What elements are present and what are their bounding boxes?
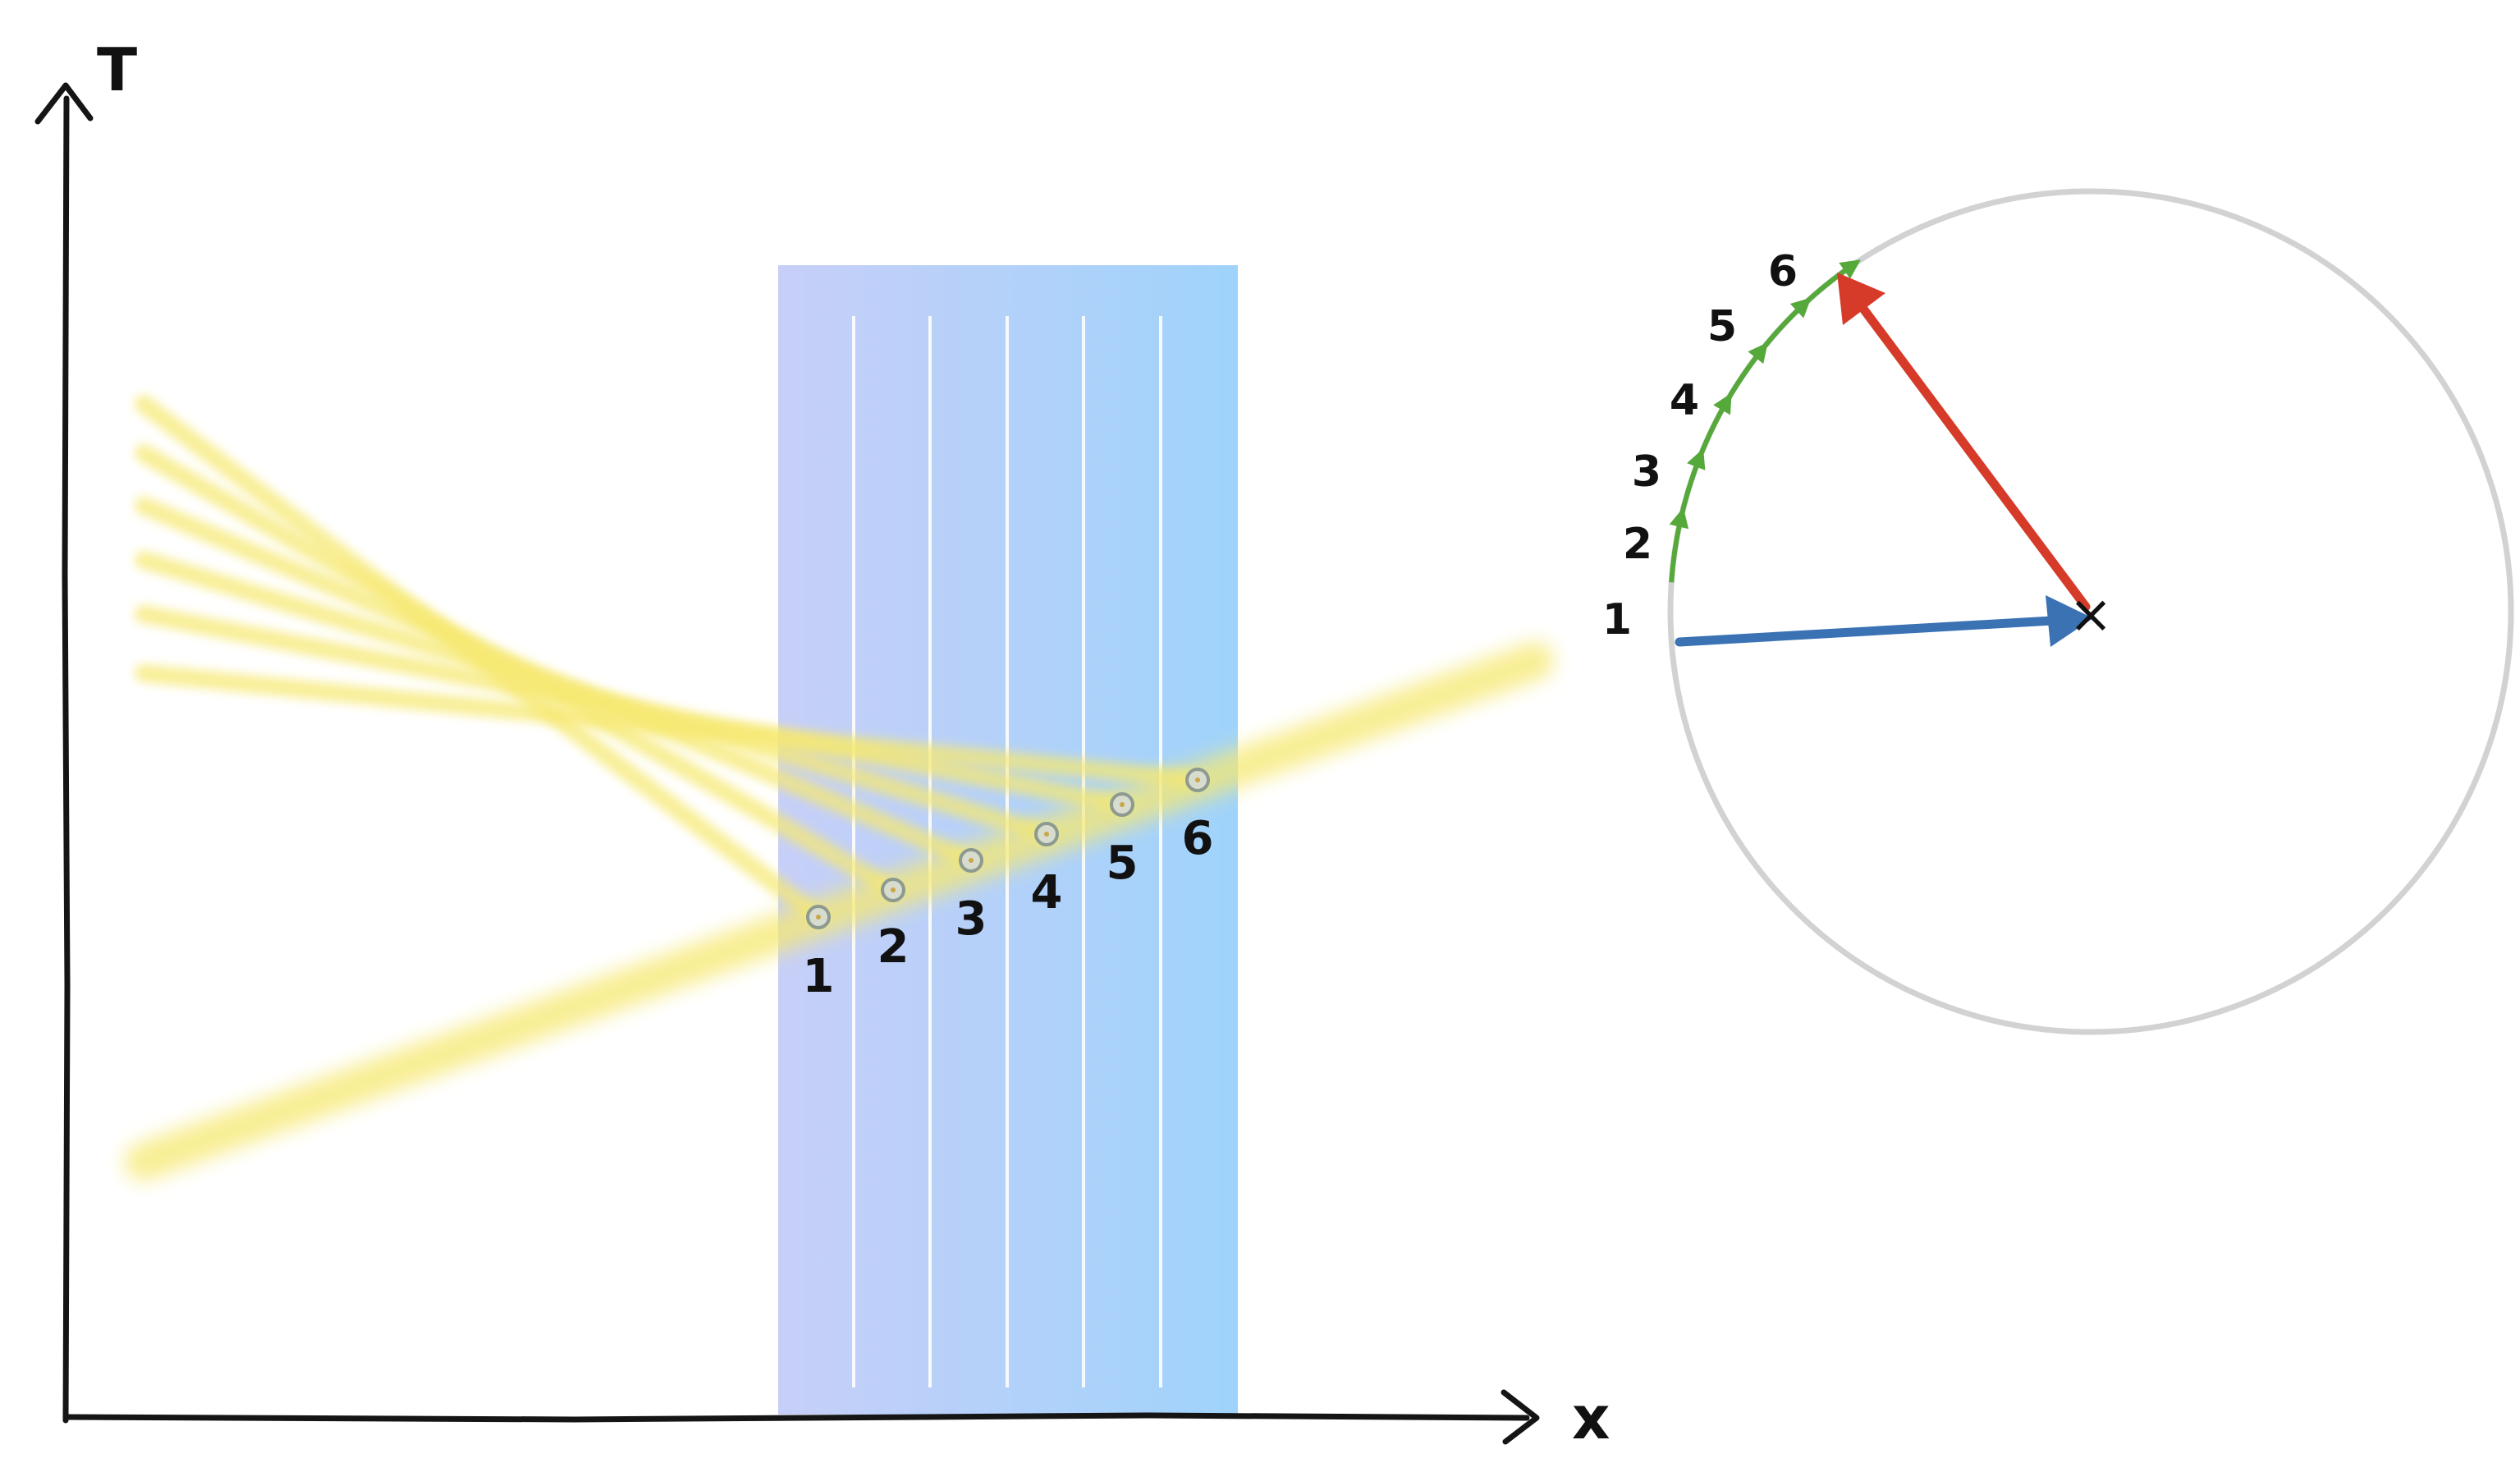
phasor-center-mark: × (2069, 585, 2113, 645)
event-marker-dot (1044, 832, 1049, 837)
phasor-step-label: 1 (1602, 595, 1632, 644)
event-marker-dot (1195, 777, 1200, 782)
phasor-step-arrowhead (1687, 448, 1706, 470)
phasor-step-label: 5 (1707, 302, 1737, 351)
final-phasor-arrow (1858, 304, 2091, 612)
phasor-step-arrowhead (1789, 297, 1812, 319)
event-markers: 123 45 6 (803, 768, 1214, 1003)
phasor-step-arrowhead (1839, 259, 1861, 279)
initial-phasor-arrow (1675, 616, 2057, 647)
phasor-step-label: 2 (1623, 520, 1652, 569)
phasor-step-label: 4 (1670, 376, 1699, 425)
vertical-axis-label: T (97, 35, 137, 104)
event-label: 5 (1107, 837, 1139, 890)
event-label: 4 (1031, 866, 1063, 920)
initial-phasor-arrowhead (2046, 595, 2093, 647)
event-marker-dot (816, 915, 821, 920)
phasor-step-label: 6 (1768, 247, 1798, 296)
event-marker-dot (969, 858, 974, 863)
phasor-circle (1667, 188, 2514, 1035)
incoming-beam (135, 605, 1131, 814)
event-label: 3 (955, 892, 987, 946)
phasor-step-arrowhead (1713, 392, 1732, 415)
final-phasor-arrowhead (1837, 273, 1885, 325)
phasor-arc-arrows (1669, 259, 1861, 530)
horizontal-axis-label: x (1572, 1383, 1610, 1452)
event-label: 1 (803, 950, 835, 1003)
phasor-step-arrowhead (1669, 507, 1689, 530)
event-marker-dot (1120, 802, 1125, 807)
incoming-beam (135, 664, 1207, 789)
horizontal-axis (62, 1412, 1530, 1423)
outgoing-beam (125, 642, 1554, 1181)
axes: T x (34, 35, 1610, 1452)
event-label: 2 (877, 920, 909, 974)
event-label: 6 (1182, 812, 1214, 865)
event-marker-dot (891, 887, 896, 892)
incoming-beams (135, 395, 1207, 926)
vertical-axis (62, 95, 71, 1424)
vertical-axis-arrowhead (34, 82, 94, 125)
phasor-step-arrowhead (1748, 342, 1768, 365)
horizontal-axis-arrowhead (1501, 1389, 1540, 1445)
phasor-step-label: 3 (1632, 447, 1661, 497)
